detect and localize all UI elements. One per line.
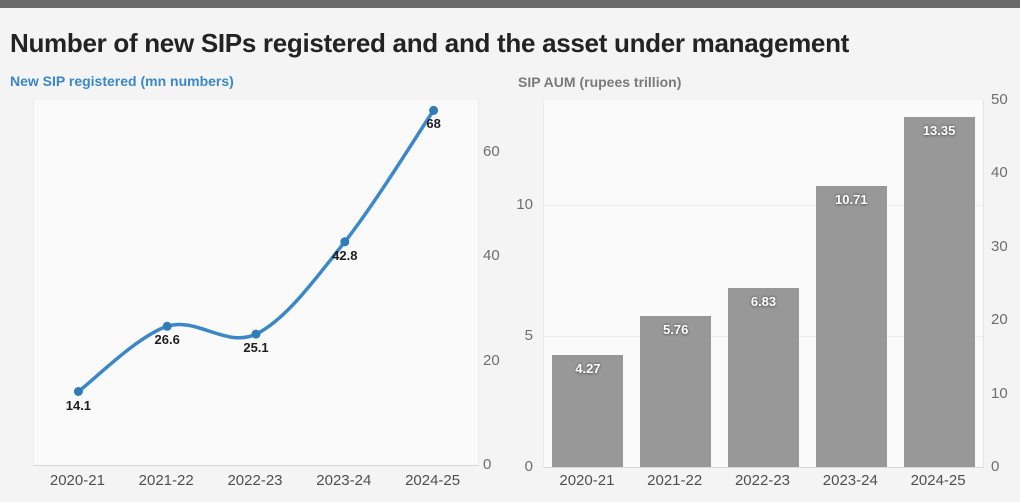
line-xaxis-category-label: 2021-22 <box>138 472 194 489</box>
bar-right-yaxis-tick-label: 20 <box>991 311 1008 329</box>
bar-right-yaxis-tick-label: 0 <box>991 458 1000 475</box>
line-yaxis-tick-label: 60 <box>483 143 500 161</box>
bar: 4.27 <box>552 355 624 467</box>
bar-xaxis-category-label: 2024-25 <box>910 472 966 489</box>
bar-right-yaxis-tick-label: 40 <box>991 164 1008 182</box>
bar-value-label: 10.71 <box>835 192 868 208</box>
line-xaxis-category-label: 2020-21 <box>49 472 105 489</box>
bar: 5.76 <box>640 316 712 467</box>
bar-xaxis-category-label: 2023-24 <box>822 472 878 489</box>
line-xaxis-category-label: 2022-23 <box>227 472 283 489</box>
bar-chart-subtitle: SIP AUM (rupees trillion) <box>518 74 682 90</box>
line-data-point <box>340 237 350 247</box>
bar: 6.83 <box>728 288 799 467</box>
bar-value-label: 5.76 <box>663 322 689 337</box>
bar-value-label: 6.83 <box>750 294 777 309</box>
line-yaxis-tick-label: 0 <box>483 456 492 473</box>
line-point-value-label: 26.6 <box>154 332 180 348</box>
page-title: Number of new SIPs registered and and th… <box>10 28 850 58</box>
line-data-point <box>429 105 439 115</box>
bar: 10.71 <box>815 186 887 467</box>
bar-xaxis-category-label: 2020-21 <box>559 472 615 489</box>
line-series-svg <box>73 105 439 396</box>
line-yaxis-tick-label: 20 <box>483 351 500 369</box>
bar-chart-plot-area: 4.27 5.76 6.83 10.71 13.35 <box>543 100 984 468</box>
line-data-point <box>73 387 83 396</box>
bar-left-yaxis-tick-label: 0 <box>524 458 533 475</box>
line-point-value-label: 42.8 <box>332 247 358 263</box>
line-data-point <box>251 329 261 339</box>
line-point-value-label: 68 <box>426 116 441 132</box>
line-xaxis-category-label: 2023-24 <box>316 472 372 489</box>
line-xaxis-category-label: 2024-25 <box>405 472 461 489</box>
line-chart-plot-area: 14.1 26.6 25.1 42.8 68 <box>33 100 479 466</box>
bar-left-yaxis-tick-label: 5 <box>524 326 533 344</box>
bar-right-yaxis-tick-label: 30 <box>991 237 1008 255</box>
line-chart-subtitle: New SIP registered (mn numbers) <box>10 73 234 89</box>
line-data-point <box>162 321 172 331</box>
line-point-value-label: 14.1 <box>65 397 92 413</box>
bar-value-label: 13.35 <box>922 123 956 138</box>
bar-right-yaxis-tick-label: 50 <box>991 91 1008 108</box>
line-point-value-label: 25.1 <box>243 340 269 356</box>
line-yaxis-tick-label: 40 <box>483 247 500 265</box>
bar: 13.35 <box>903 117 975 467</box>
bar-xaxis-category-label: 2022-23 <box>734 472 791 489</box>
bar-value-label: 4.27 <box>575 361 601 377</box>
bar-left-yaxis-tick-label: 10 <box>516 195 533 213</box>
bar-right-yaxis-tick-label: 10 <box>991 384 1008 402</box>
bar-xaxis-category-label: 2021-22 <box>647 472 703 489</box>
top-accent-bar <box>0 0 1020 8</box>
horizontal-gridline <box>544 204 983 206</box>
